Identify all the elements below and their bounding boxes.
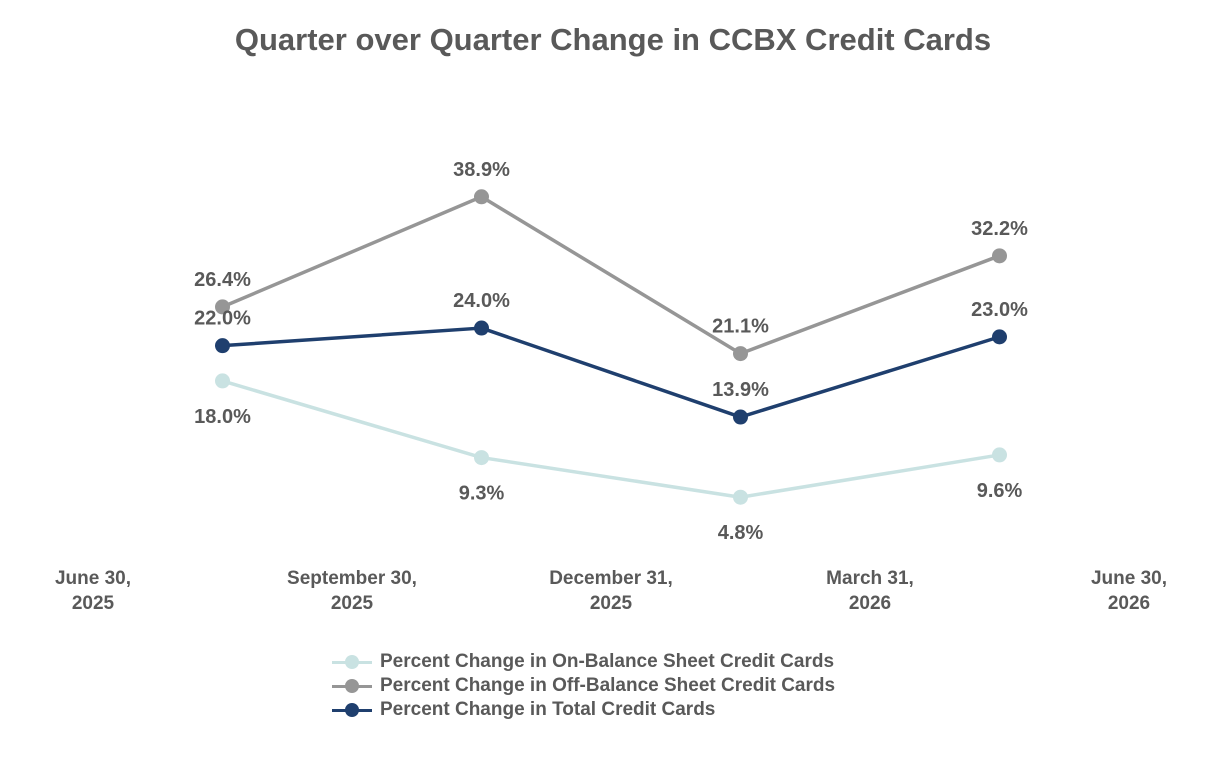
data-label-off-balance: 38.9% (453, 159, 510, 181)
data-point-on-balance (992, 447, 1007, 463)
data-label-on-balance: 18.0% (194, 406, 251, 428)
chart-title: Quarter over Quarter Change in CCBX Cred… (234, 22, 992, 57)
data-point-total (733, 409, 748, 425)
data-point-off-balance (733, 346, 748, 362)
data-point-on-balance (733, 489, 748, 505)
data-point-total (215, 338, 230, 354)
data-label-off-balance: 32.2% (971, 218, 1028, 240)
data-point-off-balance (992, 248, 1007, 264)
data-label-on-balance: 4.8% (718, 522, 764, 544)
x-tick-label: September 30, 2025 (287, 568, 417, 614)
legend-swatch-off-balance (332, 676, 372, 696)
series-off-balance (215, 189, 1007, 362)
legend-swatch-on-balance (332, 652, 372, 672)
legend-label-off-balance: Percent Change in Off-Balance Sheet Cred… (380, 675, 836, 696)
data-label-off-balance: 26.4% (194, 269, 251, 291)
data-point-on-balance (474, 450, 489, 466)
data-point-total (474, 320, 489, 336)
series-line-off-balance (221, 195, 1001, 356)
legend-label-total: Percent Change in Total Credit Cards (380, 699, 716, 720)
data-point-on-balance (215, 373, 230, 389)
series-line-on-balance (222, 379, 1000, 499)
data-point-total (992, 329, 1007, 345)
series-total (215, 320, 1007, 425)
data-label-total: 24.0% (453, 290, 510, 312)
legend-item-total: Percent Change in Total Credit Cards (332, 698, 835, 722)
data-label-on-balance: 9.6% (977, 480, 1023, 502)
series-line-total (222, 326, 1001, 419)
data-point-off-balance (215, 299, 230, 315)
legend-swatch-total (332, 700, 372, 720)
data-label-total: 23.0% (971, 299, 1028, 321)
line-chart: 18.0% 9.3% 4.8% 9.6% 26.4% 38.9% 21.1% 32.2% 22.… (55, 159, 1167, 614)
data-label-total: 22.0% (194, 308, 251, 330)
x-tick-label: December 31, 2025 (549, 568, 673, 614)
x-tick-label: June 30, 2026 (1091, 568, 1167, 614)
series-on-balance (215, 373, 1007, 505)
legend-item-off-balance: Percent Change in Off-Balance Sheet Cred… (332, 674, 835, 698)
data-label-on-balance: 9.3% (459, 483, 505, 505)
legend-item-on-balance: Percent Change in On-Balance Sheet Credi… (332, 650, 835, 674)
x-axis: June 30, 2025 September 30, 2025 December 31… (55, 568, 1167, 614)
legend: Percent Change in On-Balance Sheet Credi… (332, 650, 835, 722)
series-layer: 18.0% 9.3% 4.8% 9.6% 26.4% 38.9% 21.1% 32.2% 22.… (194, 159, 1028, 544)
x-tick-label: June 30, 2025 (55, 568, 131, 614)
data-label-off-balance: 21.1% (712, 316, 769, 338)
data-label-total: 13.9% (712, 379, 769, 401)
data-point-off-balance (474, 189, 489, 205)
x-tick-label: March 31, 2026 (826, 568, 914, 614)
legend-label-on-balance: Percent Change in On-Balance Sheet Credi… (380, 651, 835, 672)
